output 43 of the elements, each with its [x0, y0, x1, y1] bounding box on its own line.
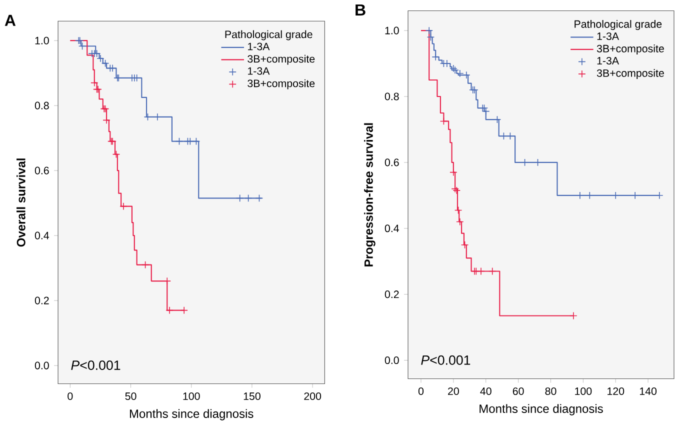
y-tick-label: 0.6 [34, 166, 49, 174]
y-tick-label: 0.4 [384, 224, 400, 232]
y-axis-title: Overall survival [16, 158, 26, 247]
x-tick-label: 0 [68, 392, 73, 400]
x-tick-label: 80 [545, 388, 556, 396]
y-axis-title: Progression-free survival [364, 123, 376, 266]
y-tick-label: 1.0 [385, 26, 399, 34]
legend-label: 3B+composite [596, 69, 664, 80]
chart-title: B [356, 4, 366, 16]
y-tick-label: 1.0 [35, 36, 49, 44]
legend-label: 3B+composite [248, 54, 315, 65]
legend-label: 1-3A [248, 67, 270, 75]
x-tick-label: 60 [512, 388, 524, 396]
y-tick-label: 0.2 [34, 296, 49, 304]
x-tick-label: 20 [448, 388, 459, 396]
x-tick-label: 200 [304, 392, 322, 400]
legend-title: Pathological grade [574, 20, 662, 30]
legend-label: 1-3A [597, 57, 620, 65]
annotation: P<0.001 [71, 360, 120, 370]
y-tick-label: 0.0 [34, 362, 49, 370]
y-tick-label: 0.4 [34, 232, 50, 240]
x-tick-label: 120 [608, 388, 624, 396]
legend-label: 1-3A [597, 32, 620, 40]
x-axis-title: Months since diagnosis [480, 404, 603, 416]
legend-label: 1-3A [248, 42, 270, 50]
y-tick-label: 0.0 [384, 356, 399, 364]
y-tick-label: 0.8 [384, 92, 399, 100]
x-tick-label: 0 [418, 388, 424, 396]
x-tick-label: 100 [575, 388, 592, 396]
x-axis-title: Months since diagnosis [130, 409, 254, 420]
y-tick-label: 0.8 [34, 102, 49, 110]
legend-label: 3B+composite [248, 79, 315, 90]
legend-title: Pathological grade [225, 30, 312, 40]
x-tick-label: 40 [480, 388, 492, 396]
y-tick-label: 0.6 [384, 158, 399, 166]
annotation: P<0.001 [421, 356, 470, 365]
chart-title: A [4, 15, 16, 26]
legend-label: 3B+composite [596, 44, 664, 55]
x-tick-label: 140 [640, 388, 657, 396]
x-tick-label: 50 [125, 392, 136, 400]
x-tick-label: 150 [244, 392, 260, 400]
y-tick-label: 0.2 [384, 290, 399, 298]
x-tick-label: 100 [183, 392, 200, 400]
